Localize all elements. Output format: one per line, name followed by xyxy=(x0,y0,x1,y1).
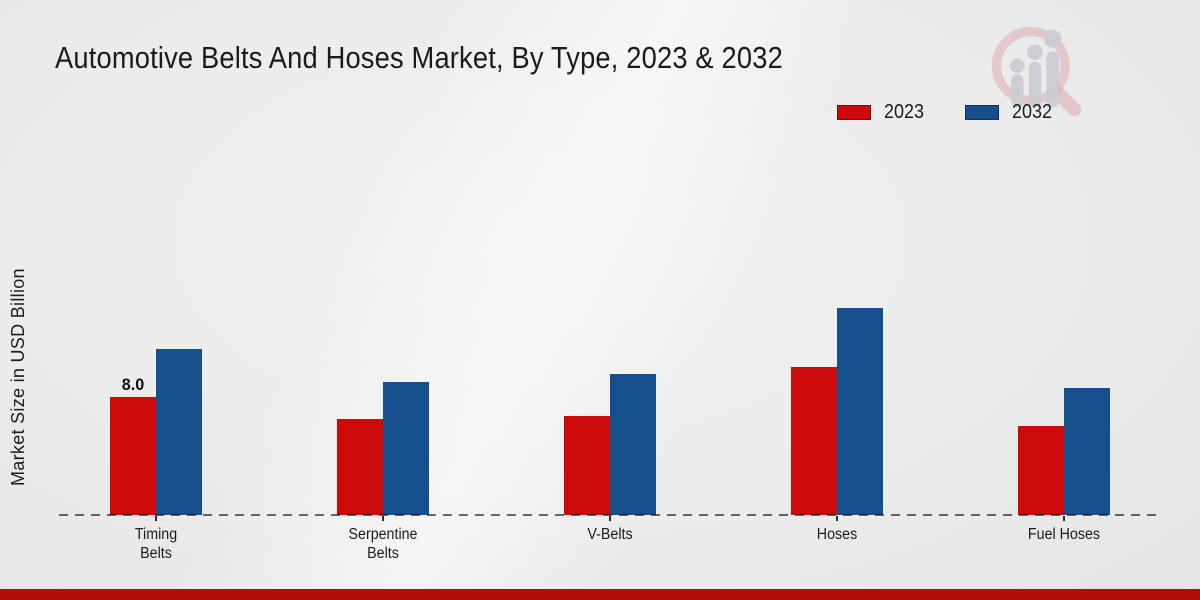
x-axis-line xyxy=(59,514,1159,516)
legend-swatch-2023-icon xyxy=(837,105,871,120)
x-tick-label-serpentine-belts: Serpentine Belts xyxy=(348,526,418,562)
legend-label-2023: 2023 xyxy=(884,101,925,123)
x-tick-timing-belts xyxy=(155,516,157,521)
y-axis-label: Market Size in USD Billion xyxy=(8,268,28,486)
footer-bar xyxy=(0,589,1200,600)
legend: 2023 2032 xyxy=(837,101,1056,124)
x-tick-serpentine-belts xyxy=(382,516,384,521)
legend-label-2032: 2032 xyxy=(1011,101,1052,123)
x-tick-label-fuel-hoses: Fuel Hoses xyxy=(1027,526,1101,543)
bar-2023-timing-belts xyxy=(110,397,156,515)
bar-2023-fuel-hoses xyxy=(1018,426,1064,515)
x-tick-v-belts xyxy=(609,516,611,521)
bar-2023-v-belts xyxy=(564,416,610,515)
legend-item-2023: 2023 xyxy=(837,101,929,124)
x-tick-label-v-belts: V-Belts xyxy=(587,526,633,543)
bar-2032-fuel-hoses xyxy=(1064,388,1110,515)
chart-title: Automotive Belts And Hoses Market, By Ty… xyxy=(55,40,783,75)
x-tick-label-hoses: Hoses xyxy=(816,526,858,543)
bar-2023-hoses xyxy=(791,367,837,515)
legend-item-2032: 2032 xyxy=(964,101,1057,124)
x-tick-label-timing-belts: Timing Belts xyxy=(134,526,178,562)
bar-value-label: 8.0 xyxy=(121,375,145,394)
bar-2032-hoses xyxy=(837,308,883,515)
legend-swatch-2032-icon xyxy=(964,105,999,120)
bar-2023-serpentine-belts xyxy=(337,419,383,515)
x-tick-fuel-hoses xyxy=(1063,516,1065,521)
magnifier-bar-chart-icon xyxy=(991,26,1082,116)
bar-2032-v-belts xyxy=(610,374,656,515)
bar-2032-timing-belts xyxy=(156,349,202,515)
bar-2032-serpentine-belts xyxy=(383,382,429,515)
x-tick-hoses xyxy=(836,516,838,521)
